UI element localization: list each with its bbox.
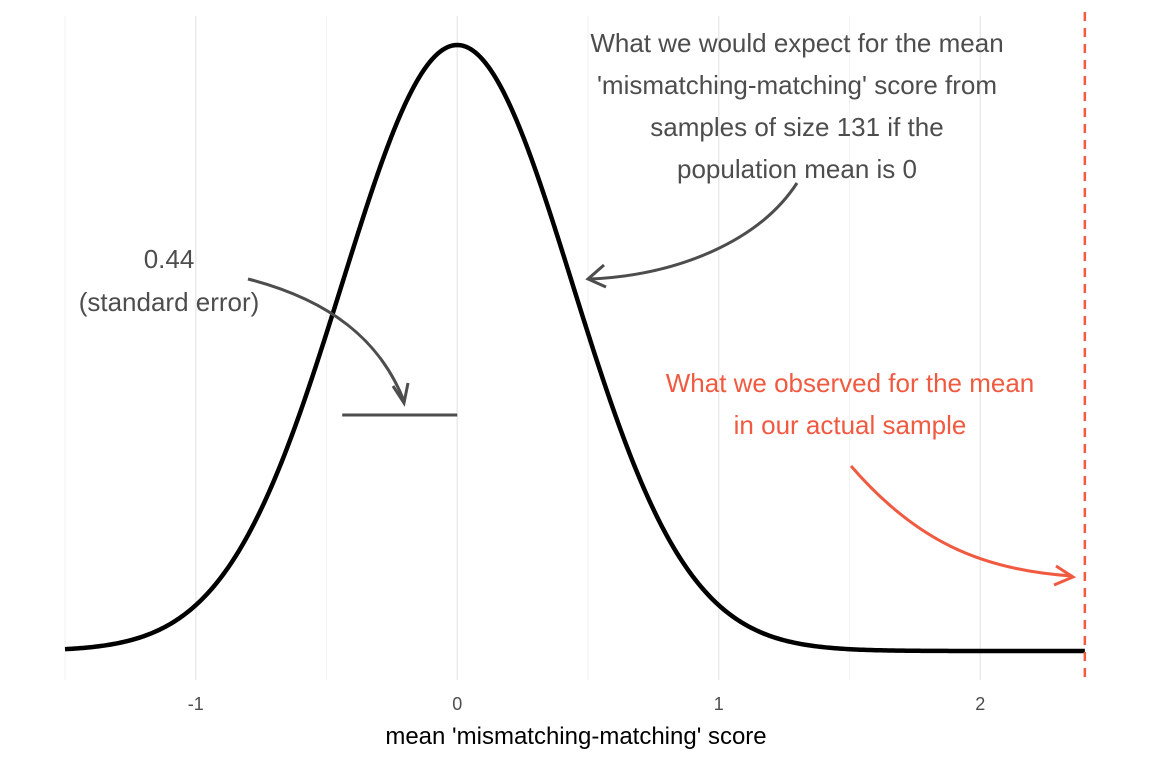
- x-tick-labels: -1 0 1 2: [188, 694, 986, 714]
- expected-arrow: [589, 182, 799, 281]
- se-value-label: 0.44: [144, 244, 195, 274]
- x-tick-label: -1: [188, 694, 204, 714]
- density-curve: [64, 42, 1085, 654]
- standard-error-annotation: 0.44 (standard error): [79, 244, 260, 317]
- observed-arrow: [849, 465, 1073, 578]
- x-axis-title: mean 'mismatching-matching' score: [385, 723, 766, 750]
- expected-annotation-line-2: 'mismatching-matching' score from: [597, 70, 997, 100]
- observed-annotation-line-1: What we observed for the mean: [666, 368, 1035, 398]
- expected-annotation-line-1: What we would expect for the mean: [590, 28, 1003, 58]
- x-tick-label: 2: [975, 694, 985, 714]
- expected-arrowhead: [585, 263, 607, 289]
- chart-marks: [64, 12, 1087, 680]
- x-tick-label: 0: [452, 694, 462, 714]
- grid-lines: [64, 16, 982, 680]
- se-arrow: [247, 277, 406, 402]
- expected-annotation: What we would expect for the mean 'misma…: [590, 28, 1003, 184]
- x-tick-label: 1: [714, 694, 724, 714]
- expected-annotation-line-4: population mean is 0: [677, 154, 917, 184]
- observed-annotation-line-2: in our actual sample: [734, 410, 967, 440]
- se-text-label: (standard error): [79, 287, 260, 317]
- annotation-arrows: [247, 182, 1077, 587]
- expected-annotation-line-3: samples of size 131 if the: [650, 112, 943, 142]
- observed-arrowhead: [1053, 564, 1077, 587]
- se-arrowhead: [391, 382, 410, 407]
- observed-annotation: What we observed for the mean in our act…: [666, 368, 1035, 440]
